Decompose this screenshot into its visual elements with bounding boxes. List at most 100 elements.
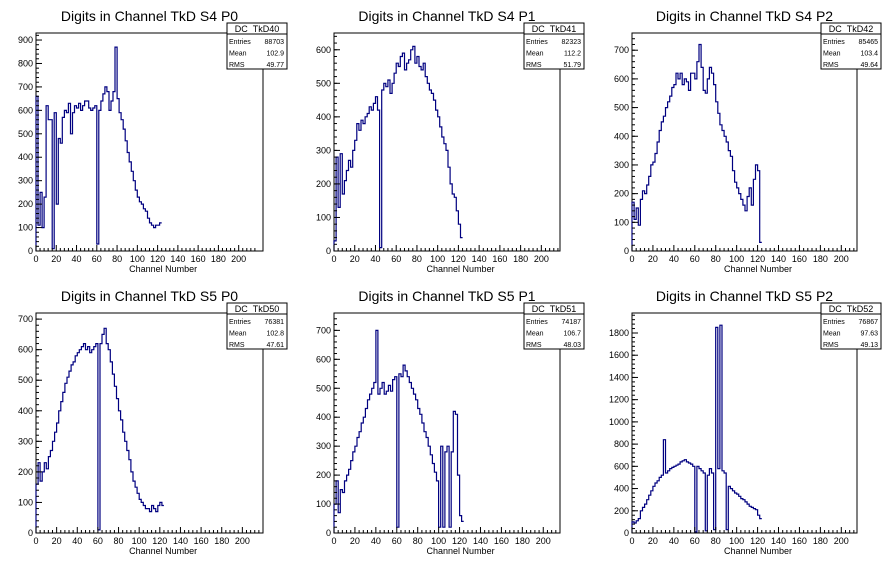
x-axis-label: Channel Number [427, 546, 495, 556]
y-tick-label: 800 [614, 439, 629, 449]
x-tick-label: 180 [513, 254, 528, 264]
y-tick-label: 700 [18, 314, 33, 324]
stats-entries-label: Entries [823, 319, 845, 326]
x-tick-label: 180 [211, 254, 226, 264]
stats-box: DC_TkD41 Entries 82323 Mean 112.2 RMS 51.79 [523, 22, 585, 70]
y-tick-label: 0 [326, 246, 331, 256]
x-tick-label: 160 [792, 254, 807, 264]
x-tick-label: 60 [690, 536, 700, 546]
x-tick-label: 40 [72, 536, 82, 546]
x-tick-label: 180 [515, 536, 530, 546]
chart-panel-2: Digits in Channel TkD S4 P1 0 20 40 60 80 100 1… [316, 8, 585, 274]
y-tick-label: 600 [614, 74, 629, 84]
x-axis-label: Channel Number [724, 264, 792, 274]
x-tick-label: 20 [52, 536, 62, 546]
x-tick-label: 0 [629, 254, 634, 264]
y-tick-label: 400 [18, 152, 33, 162]
histogram-series [631, 324, 762, 533]
stats-box-frame [523, 302, 585, 350]
histogram-series [631, 43, 762, 251]
stats-name: DC_TkD41 [532, 24, 577, 34]
y-tick-label: 400 [316, 412, 331, 422]
stats-mean-label: Mean [823, 51, 841, 58]
plot-frame [333, 32, 561, 252]
y-tick-label: 100 [614, 217, 629, 227]
stats-rms-label: RMS [823, 342, 839, 349]
x-tick-label: 40 [669, 536, 679, 546]
x-tick-label: 180 [214, 536, 229, 546]
x-tick-label: 160 [191, 254, 206, 264]
x-tick-label: 120 [150, 254, 165, 264]
x-tick-label: 60 [93, 536, 103, 546]
x-tick-label: 120 [452, 536, 467, 546]
stats-box-frame [820, 22, 882, 70]
y-tick-label: 500 [614, 103, 629, 113]
y-tick-label: 300 [18, 176, 33, 186]
y-tick-label: 0 [624, 246, 629, 256]
stats-name: DC_TkD50 [235, 304, 280, 314]
x-tick-label: 140 [472, 254, 487, 264]
stats-mean-value: 97.63 [860, 331, 878, 338]
x-tick-label: 60 [92, 254, 102, 264]
stats-entries-label: Entries [526, 319, 548, 326]
stats-mean-label: Mean [229, 51, 247, 58]
x-tick-label: 80 [711, 254, 721, 264]
x-tick-label: 140 [173, 536, 188, 546]
y-tick-label: 100 [18, 223, 33, 233]
y-tick-label: 800 [18, 58, 33, 68]
stats-name: DC_TkD42 [829, 24, 874, 34]
x-tick-label: 80 [114, 536, 124, 546]
y-tick-label: 300 [316, 441, 331, 451]
stats-rms-label: RMS [823, 62, 839, 69]
x-tick-label: 160 [492, 254, 507, 264]
y-tick-label: 600 [614, 461, 629, 471]
y-tick-label: 200 [316, 179, 331, 189]
stats-box: DC_TkD51 Entries 74187 Mean 106.7 RMS 48.03 [523, 302, 585, 350]
stats-box-frame [226, 302, 288, 350]
histogram-series [35, 327, 164, 533]
stats-name: DC_TkD51 [532, 304, 577, 314]
stats-entries-label: Entries [526, 39, 548, 46]
x-axis-label: Channel Number [129, 546, 197, 556]
x-tick-label: 100 [130, 254, 145, 264]
stats-box: DC_TkD40 Entries 88703 Mean 102.9 RMS 49.77 [226, 22, 288, 70]
x-tick-label: 120 [750, 254, 765, 264]
x-tick-label: 160 [194, 536, 209, 546]
x-axis-label: Channel Number [427, 264, 495, 274]
stats-entries-value: 85465 [859, 39, 879, 46]
x-tick-label: 200 [834, 254, 849, 264]
stats-mean-value: 102.9 [266, 51, 284, 58]
stats-mean-label: Mean [823, 331, 841, 338]
chart-title: Digits in Channel TkD S4 P2 [656, 8, 833, 24]
x-tick-label: 20 [350, 536, 360, 546]
stats-mean-value: 102.8 [266, 331, 284, 338]
x-tick-label: 20 [648, 536, 658, 546]
stats-rms-value: 49.64 [860, 62, 878, 69]
x-tick-label: 100 [729, 254, 744, 264]
stats-rms-value: 49.77 [266, 62, 284, 69]
x-tick-label: 200 [231, 254, 246, 264]
x-tick-label: 20 [350, 254, 360, 264]
stats-entries-label: Entries [229, 39, 251, 46]
stats-entries-value: 76381 [265, 319, 285, 326]
y-tick-label: 500 [18, 129, 33, 139]
chart-panel-1: Digits in Channel TkD S4 P0 0 20 40 60 80 100 1… [18, 8, 288, 274]
y-tick-label: 400 [614, 484, 629, 494]
x-tick-label: 0 [33, 536, 38, 546]
stats-mean-value: 112.2 [564, 51, 581, 58]
x-tick-label: 180 [813, 254, 828, 264]
x-tick-label: 80 [412, 254, 422, 264]
x-tick-label: 120 [451, 254, 466, 264]
stats-entries-label: Entries [229, 319, 251, 326]
stats-entries-label: Entries [823, 39, 845, 46]
histogram-series [35, 46, 162, 251]
y-tick-label: 400 [18, 406, 33, 416]
y-tick-label: 300 [316, 145, 331, 155]
y-tick-label: 100 [316, 499, 331, 509]
y-tick-label: 600 [316, 354, 331, 364]
chart-title: Digits in Channel TkD S4 P0 [61, 8, 238, 24]
y-tick-label: 100 [316, 212, 331, 222]
chart-title: Digits in Channel TkD S5 P1 [358, 288, 535, 304]
stats-rms-value: 49.13 [860, 342, 878, 349]
